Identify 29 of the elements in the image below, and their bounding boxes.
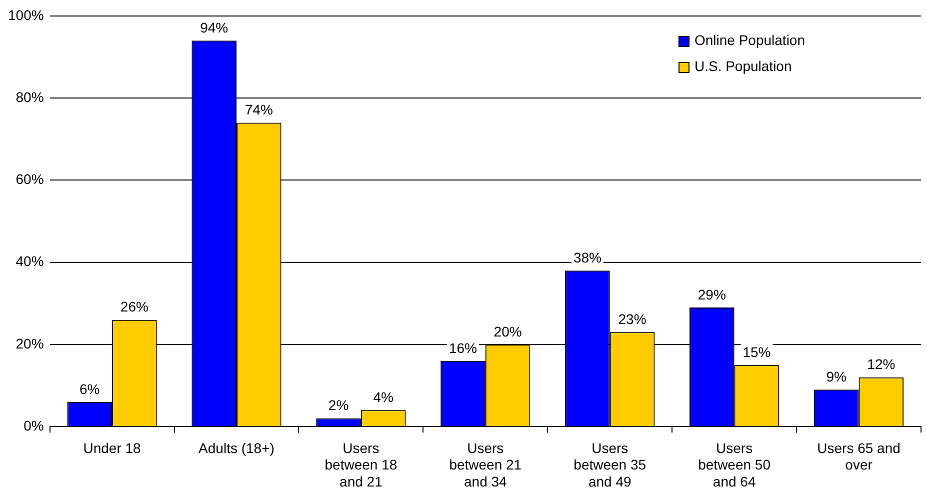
- data-label: 9%: [826, 368, 846, 385]
- data-label: 26%: [120, 298, 148, 315]
- data-label: 2%: [328, 397, 349, 414]
- data-label: 74%: [244, 102, 273, 118]
- data-label: 94%: [200, 19, 228, 36]
- y-tick-label: 20%: [16, 335, 44, 352]
- x-tick-label: Users between 50 and 64: [698, 440, 771, 490]
- x-tick-label: Users between 35 and 49: [574, 440, 646, 490]
- x-tick-label: Users 65 and over: [817, 440, 900, 473]
- legend-label: Online Population: [694, 32, 806, 48]
- data-label: 4%: [373, 389, 394, 406]
- data-label: 20%: [494, 323, 522, 340]
- y-tick-label: 100%: [8, 6, 44, 23]
- x-tick-label: Users between 18 and 21: [324, 440, 398, 490]
- y-tick-label: 40%: [16, 253, 44, 270]
- data-label: 12%: [867, 356, 896, 372]
- data-label: 16%: [448, 340, 478, 356]
- x-tick-label: Users between 21 and 34: [449, 440, 522, 490]
- y-tick-label: 0%: [24, 417, 44, 434]
- x-tick-label: Under 18: [83, 440, 142, 456]
- x-tick-label: Adults (18+): [198, 440, 274, 456]
- data-label: 15%: [742, 344, 771, 360]
- data-label: 38%: [573, 249, 602, 266]
- data-label: 6%: [80, 380, 100, 397]
- y-tick-label: 60%: [16, 171, 44, 188]
- y-tick-label: 80%: [16, 88, 44, 105]
- legend-label: U.S. Population: [694, 58, 792, 74]
- data-label: 29%: [698, 286, 726, 302]
- data-label: 23%: [618, 311, 646, 328]
